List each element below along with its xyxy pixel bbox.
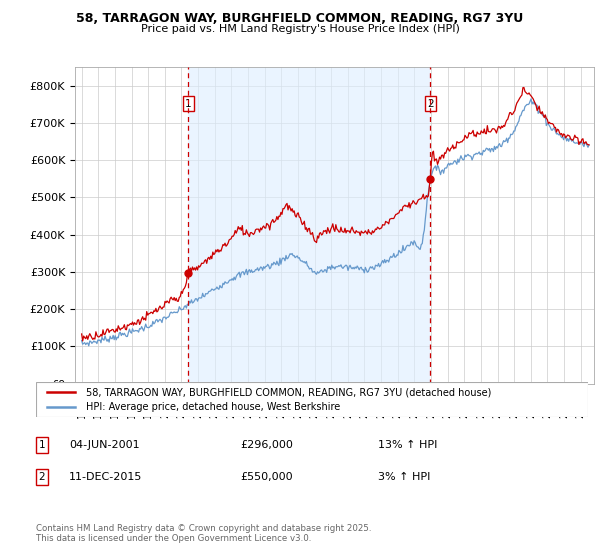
FancyBboxPatch shape — [36, 382, 588, 417]
Bar — [188, 67, 430, 384]
Text: 3% ↑ HPI: 3% ↑ HPI — [378, 472, 430, 482]
Text: 1: 1 — [185, 99, 192, 109]
Text: 2: 2 — [38, 472, 46, 482]
Text: 1: 1 — [38, 440, 46, 450]
Text: 11-DEC-2015: 11-DEC-2015 — [69, 472, 142, 482]
Text: 13% ↑ HPI: 13% ↑ HPI — [378, 440, 437, 450]
Text: 2: 2 — [427, 99, 433, 109]
Text: HPI: Average price, detached house, West Berkshire: HPI: Average price, detached house, West… — [86, 403, 340, 413]
Text: 58, TARRAGON WAY, BURGHFIELD COMMON, READING, RG7 3YU (detached house): 58, TARRAGON WAY, BURGHFIELD COMMON, REA… — [86, 387, 491, 397]
Text: Price paid vs. HM Land Registry's House Price Index (HPI): Price paid vs. HM Land Registry's House … — [140, 24, 460, 34]
Text: £296,000: £296,000 — [240, 440, 293, 450]
Text: Contains HM Land Registry data © Crown copyright and database right 2025.
This d: Contains HM Land Registry data © Crown c… — [36, 524, 371, 543]
Text: 58, TARRAGON WAY, BURGHFIELD COMMON, READING, RG7 3YU: 58, TARRAGON WAY, BURGHFIELD COMMON, REA… — [76, 12, 524, 25]
Text: 04-JUN-2001: 04-JUN-2001 — [69, 440, 140, 450]
Text: £550,000: £550,000 — [240, 472, 293, 482]
